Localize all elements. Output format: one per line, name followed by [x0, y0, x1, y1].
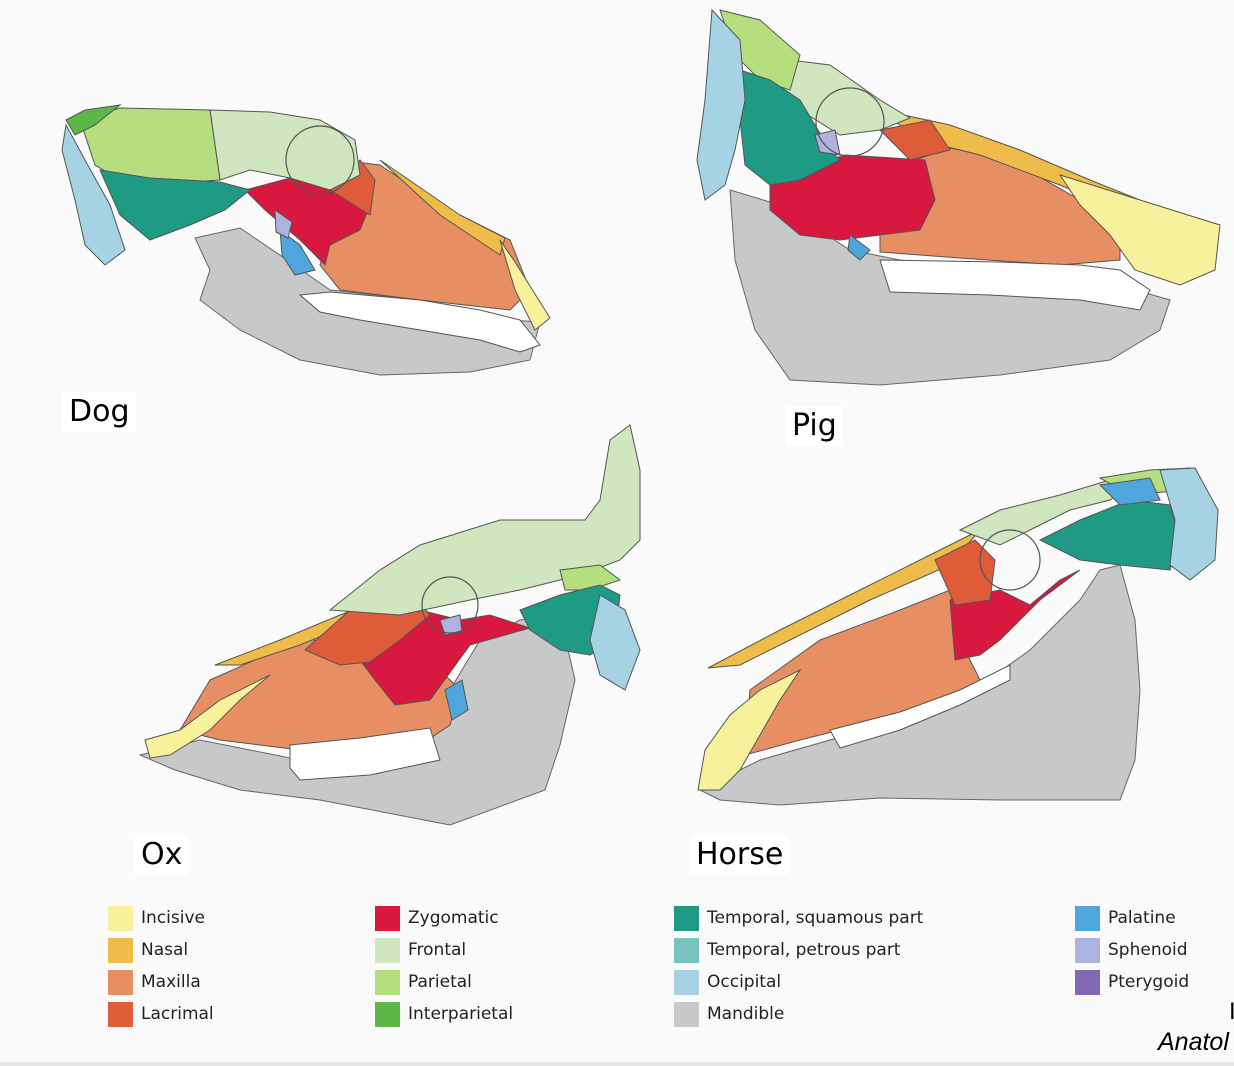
dog-teeth	[298, 291, 541, 353]
ox-incisive	[144, 674, 271, 759]
dog-temporal-squamous	[99, 169, 252, 241]
dog-orbit	[285, 125, 355, 195]
legend-label: Occipital	[707, 972, 782, 992]
legend-item-pterygoid: Pterygoid	[1075, 969, 1189, 995]
legend-label: Temporal, petrous part	[707, 940, 901, 960]
horse-incisive	[697, 668, 802, 791]
bottom-divider	[0, 1062, 1234, 1066]
legend-swatch	[674, 937, 699, 963]
legend-item-sphenoid: Sphenoid	[1075, 937, 1188, 963]
legend-item-lacrimal: Lacrimal	[108, 1001, 214, 1027]
legend-label: Palatine	[1108, 908, 1176, 928]
legend-item-occipital: Occipital	[674, 969, 781, 995]
legend-item-zygomatic: Zygomatic	[375, 905, 499, 931]
horse-orbit	[979, 529, 1041, 591]
dog-incisive	[499, 239, 551, 331]
horse-zygomatic	[949, 569, 1081, 661]
legend-swatch	[108, 905, 133, 931]
dog-label: Dog	[63, 392, 136, 432]
legend-swatch	[674, 1001, 699, 1027]
legend-label: Mandible	[707, 1004, 785, 1024]
dog-interparietal	[65, 104, 122, 136]
horse-occipital	[1159, 467, 1219, 581]
legend-item-nasal: Nasal	[108, 937, 188, 963]
ox-palatine	[444, 679, 469, 721]
legend-item-parietal: Parietal	[375, 969, 472, 995]
legend-swatch	[674, 969, 699, 995]
legend-label: Zygomatic	[408, 908, 499, 928]
pig-temporal-squamous	[739, 69, 841, 186]
legend-label: Maxilla	[141, 972, 201, 992]
pig-label: Pig	[786, 406, 843, 446]
pig-occipital	[696, 8, 746, 201]
legend-label: Temporal, squamous part	[707, 908, 924, 928]
ox-orbit	[421, 576, 479, 634]
ox-sphenoid	[439, 614, 463, 636]
legend-item-temporal-squamous: Temporal, squamous part	[674, 905, 923, 931]
source-credit: Anatol	[1158, 1028, 1229, 1056]
dog-occipital	[61, 123, 126, 266]
legend-swatch	[1075, 969, 1100, 995]
pig-orbit	[815, 87, 885, 157]
bone-legend: Incisive Nasal Maxilla Lacrimal Zygomati…	[0, 900, 1234, 1040]
legend-item-maxilla: Maxilla	[108, 969, 201, 995]
horse-teeth	[829, 664, 1011, 749]
horse-palatine	[1098, 477, 1161, 506]
legend-swatch	[1075, 905, 1100, 931]
legend-swatch	[1075, 937, 1100, 963]
legend-label: Frontal	[408, 940, 467, 960]
pig-lacrimal	[878, 119, 951, 161]
legend-swatch	[108, 937, 133, 963]
pig-zygomatic	[769, 154, 936, 241]
credit-mark: I	[1229, 998, 1234, 1025]
legend-label: Sphenoid	[1108, 940, 1188, 960]
legend-item-mandible: Mandible	[674, 1001, 784, 1027]
legend-swatch	[375, 1001, 400, 1027]
legend-swatch	[375, 969, 400, 995]
legend-swatch	[375, 937, 400, 963]
legend-swatch	[674, 905, 699, 931]
legend-label: Pterygoid	[1108, 972, 1190, 992]
legend-item-incisive: Incisive	[108, 905, 205, 931]
ox-occipital	[589, 594, 641, 691]
legend-item-temporal-petrous: Temporal, petrous part	[674, 937, 900, 963]
legend-label: Nasal	[141, 940, 189, 960]
dog-palatine	[279, 228, 316, 276]
legend-item-palatine: Palatine	[1075, 905, 1176, 931]
legend-label: Incisive	[141, 908, 205, 928]
legend-swatch	[108, 1001, 133, 1027]
ox-frontal	[328, 424, 641, 616]
dog-sphenoid	[274, 209, 293, 239]
legend-swatch	[108, 969, 133, 995]
legend-label: Interparietal	[408, 1004, 514, 1024]
legend-label: Parietal	[408, 972, 472, 992]
ox-parietal	[559, 564, 622, 591]
legend-label: Lacrimal	[141, 1004, 214, 1024]
pig-palatine	[847, 234, 871, 261]
legend-item-interparietal: Interparietal	[375, 1001, 513, 1027]
legend-item-frontal: Frontal	[375, 937, 466, 963]
ox-label: Ox	[135, 835, 189, 875]
horse-label: Horse	[690, 835, 790, 875]
ox-teeth	[289, 727, 441, 781]
pig-teeth	[879, 259, 1151, 311]
pig-incisive	[1058, 174, 1221, 286]
legend-swatch	[375, 905, 400, 931]
